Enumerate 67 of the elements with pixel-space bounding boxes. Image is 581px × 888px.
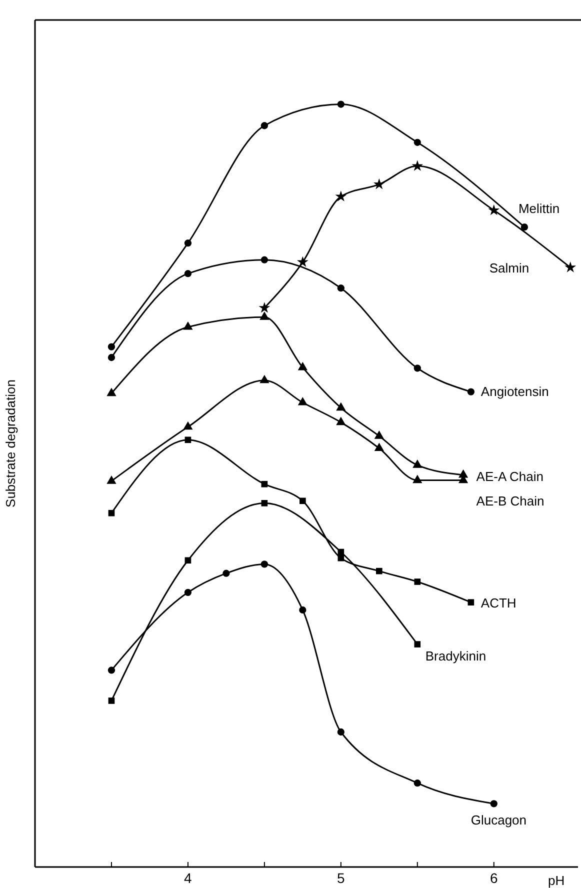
point <box>564 262 576 272</box>
y-axis-title: Substrate degradation <box>3 380 18 508</box>
point <box>337 284 344 292</box>
point <box>490 800 498 808</box>
point <box>260 122 268 130</box>
point <box>183 421 193 430</box>
point <box>108 666 116 674</box>
series-label: AE-B Chain <box>476 493 544 508</box>
point <box>467 388 474 396</box>
x-tick-label: 4 <box>184 870 192 886</box>
point <box>414 578 421 585</box>
point <box>414 641 421 648</box>
point <box>373 178 385 190</box>
point <box>300 498 306 504</box>
point <box>108 698 115 704</box>
point <box>260 256 268 264</box>
point <box>106 476 116 484</box>
series-label: Angiotensin <box>480 384 549 399</box>
point <box>222 570 230 577</box>
point <box>261 500 268 506</box>
series-label: Melittin <box>518 201 560 216</box>
point <box>414 780 421 787</box>
point <box>260 560 268 568</box>
series-label: ACTH <box>480 595 516 610</box>
point <box>108 510 115 516</box>
point <box>520 224 528 231</box>
point <box>261 480 268 488</box>
point <box>337 100 344 108</box>
point <box>374 430 384 439</box>
x-tick-label: 6 <box>490 870 498 886</box>
series-label: Glucagon <box>470 812 527 828</box>
point <box>184 240 192 247</box>
point <box>184 588 192 596</box>
point <box>412 160 424 171</box>
point <box>488 204 500 216</box>
point <box>414 364 421 372</box>
point <box>337 728 344 736</box>
point <box>336 416 346 426</box>
point <box>374 442 384 452</box>
point <box>184 270 192 278</box>
point <box>412 474 422 484</box>
point <box>108 343 116 350</box>
point <box>258 302 270 313</box>
point <box>298 396 308 406</box>
point <box>335 190 347 202</box>
point <box>260 312 270 320</box>
x-tick-label: 5 <box>337 870 346 886</box>
point <box>468 599 474 606</box>
series-label: Salmin <box>489 260 530 276</box>
point <box>298 362 308 370</box>
point <box>184 557 192 564</box>
point <box>183 321 193 330</box>
point <box>338 548 344 556</box>
point <box>108 354 116 362</box>
point <box>297 256 308 267</box>
point <box>260 374 270 384</box>
point <box>336 402 346 411</box>
point <box>299 606 306 614</box>
point <box>106 388 116 396</box>
point <box>376 568 382 574</box>
point <box>414 138 421 146</box>
point <box>184 436 192 444</box>
series-label: Bradykinin <box>425 648 486 664</box>
point <box>338 554 344 562</box>
point <box>412 459 422 468</box>
series-label: AE-A Chain <box>476 468 544 484</box>
x-axis-title: pH <box>548 873 565 888</box>
